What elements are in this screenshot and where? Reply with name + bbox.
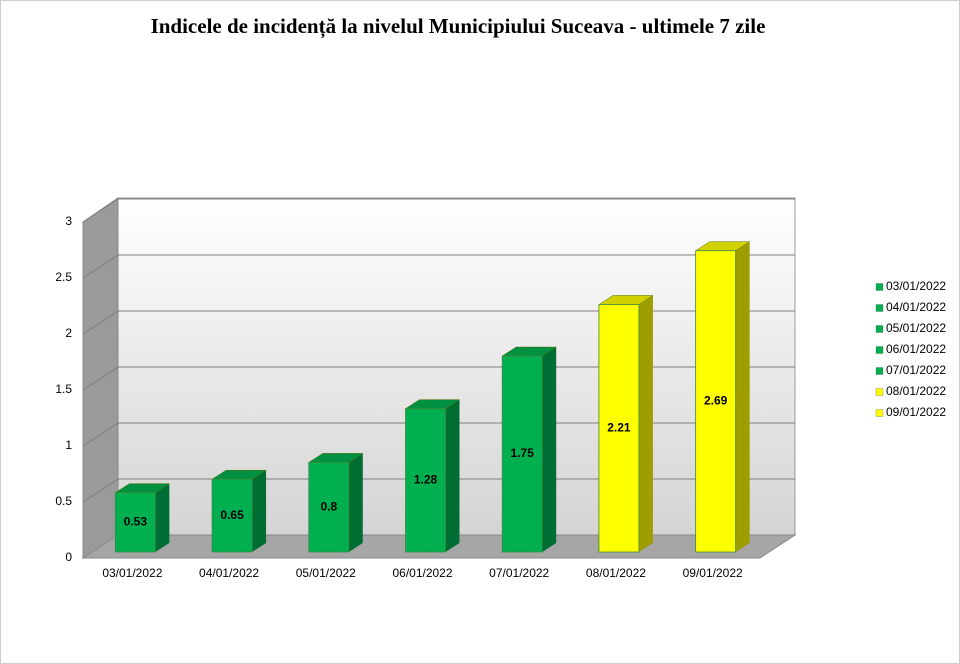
bar bbox=[501, 355, 543, 553]
legend-swatch bbox=[875, 304, 884, 312]
value-label: 0.65 bbox=[220, 508, 244, 522]
x-tick-label: 06/01/2022 bbox=[392, 566, 452, 580]
chart-title: Indicele de incidență la nivelul Municip… bbox=[151, 14, 766, 39]
bar bbox=[405, 408, 446, 553]
legend-label: 03/01/2022 bbox=[886, 279, 946, 293]
value-label: 1.75 bbox=[511, 446, 535, 460]
legend-label: 06/01/2022 bbox=[886, 342, 946, 356]
grid-line bbox=[82, 366, 795, 391]
value-label: 2.69 bbox=[704, 394, 728, 408]
grid-line bbox=[82, 198, 795, 223]
x-tick-label: 04/01/2022 bbox=[199, 566, 259, 580]
legend-swatch bbox=[875, 388, 884, 396]
x-tick-label: 05/01/2022 bbox=[296, 566, 356, 580]
legend-swatch bbox=[875, 409, 884, 417]
x-tick-label: 03/01/2022 bbox=[102, 566, 162, 580]
y-tick-label: 3 bbox=[65, 214, 72, 228]
bar-side bbox=[445, 399, 460, 552]
y-tick-label: 2 bbox=[65, 326, 72, 340]
legend-swatch bbox=[875, 346, 884, 354]
legend-swatch bbox=[875, 367, 884, 375]
grid-line bbox=[82, 310, 795, 335]
grid-line bbox=[82, 422, 795, 447]
x-tick-label: 07/01/2022 bbox=[489, 566, 549, 580]
legend-label: 07/01/2022 bbox=[886, 363, 946, 377]
y-tick-label: 1.5 bbox=[55, 382, 72, 396]
y-tick-label: 2.5 bbox=[55, 270, 72, 284]
bar-side bbox=[252, 470, 267, 552]
legend-label: 08/01/2022 bbox=[886, 384, 946, 398]
value-label: 1.28 bbox=[414, 472, 438, 486]
bar bbox=[211, 478, 253, 553]
y-tick-label: 1 bbox=[65, 438, 72, 452]
bar bbox=[114, 492, 156, 553]
bar-side bbox=[348, 453, 363, 552]
grid-line bbox=[82, 478, 795, 503]
bar bbox=[695, 250, 737, 553]
value-label: 0.8 bbox=[320, 499, 337, 513]
legend-label: 04/01/2022 bbox=[886, 300, 946, 314]
x-tick-label: 08/01/2022 bbox=[586, 566, 646, 580]
legend-label: 09/01/2022 bbox=[886, 405, 946, 419]
legend-swatch bbox=[875, 283, 884, 291]
bar-side bbox=[638, 295, 653, 552]
legend-label: 05/01/2022 bbox=[886, 321, 946, 335]
bar-side bbox=[155, 483, 170, 552]
grid-line bbox=[82, 254, 795, 279]
y-tick-label: 0 bbox=[65, 550, 72, 564]
bar bbox=[598, 304, 640, 553]
bar-side bbox=[735, 241, 750, 552]
y-tick-label: 0.5 bbox=[55, 494, 72, 508]
legend-swatch bbox=[875, 325, 884, 333]
bar-side bbox=[542, 347, 557, 552]
value-label: 0.53 bbox=[124, 514, 148, 528]
bar bbox=[308, 461, 350, 553]
x-tick-label: 09/01/2022 bbox=[683, 566, 743, 580]
value-label: 2.21 bbox=[607, 420, 631, 434]
